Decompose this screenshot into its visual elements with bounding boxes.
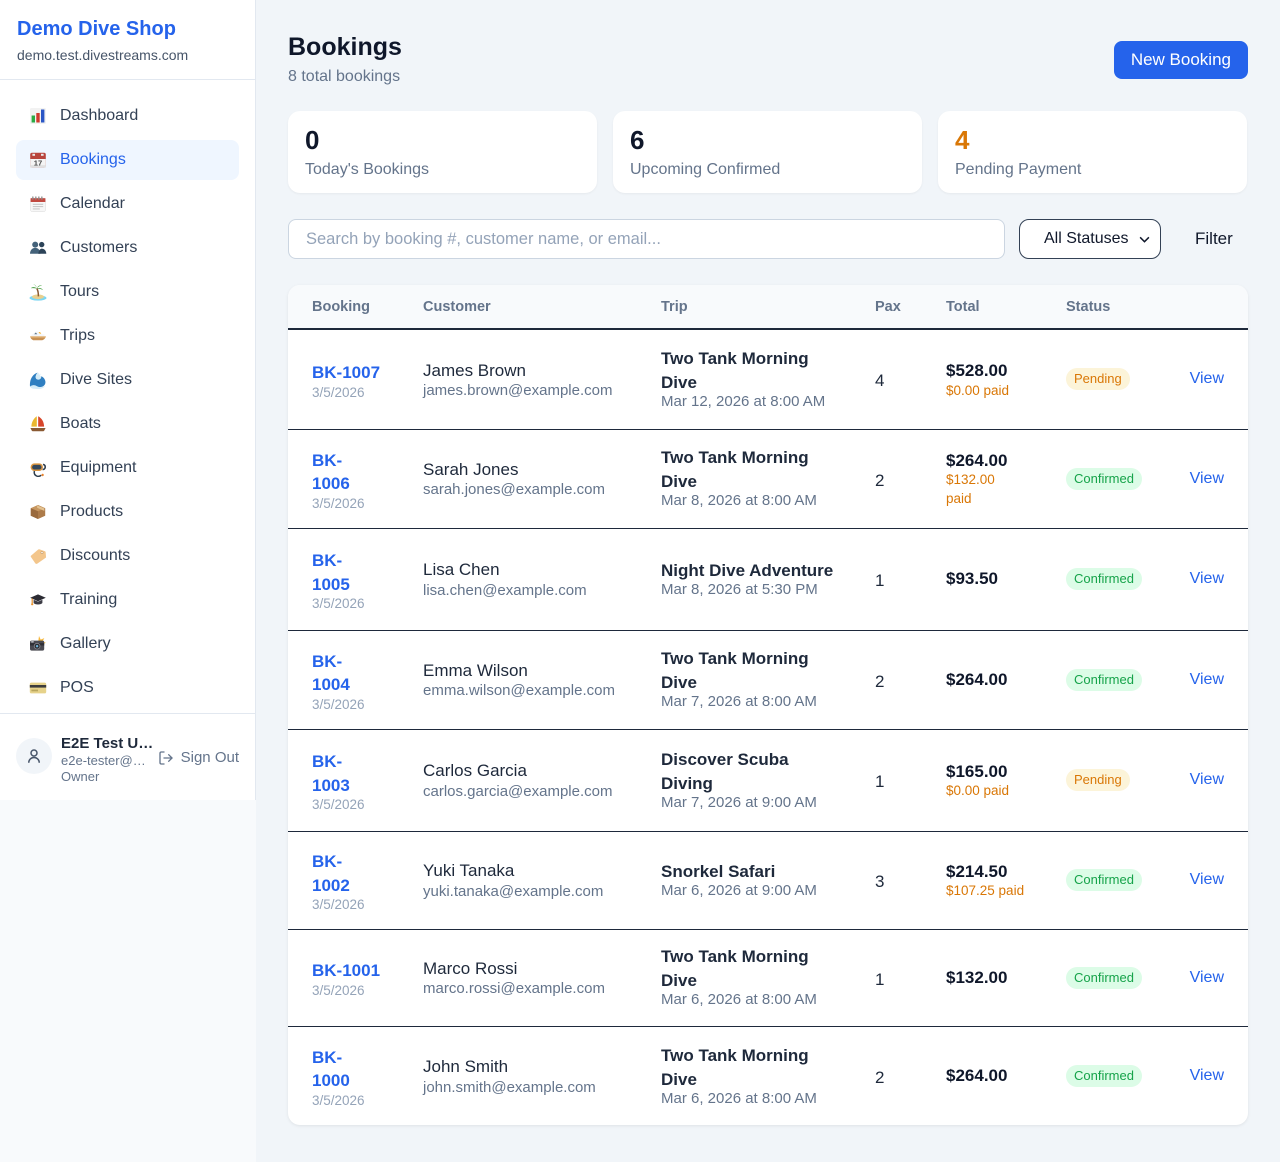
- svg-text:17: 17: [34, 159, 42, 168]
